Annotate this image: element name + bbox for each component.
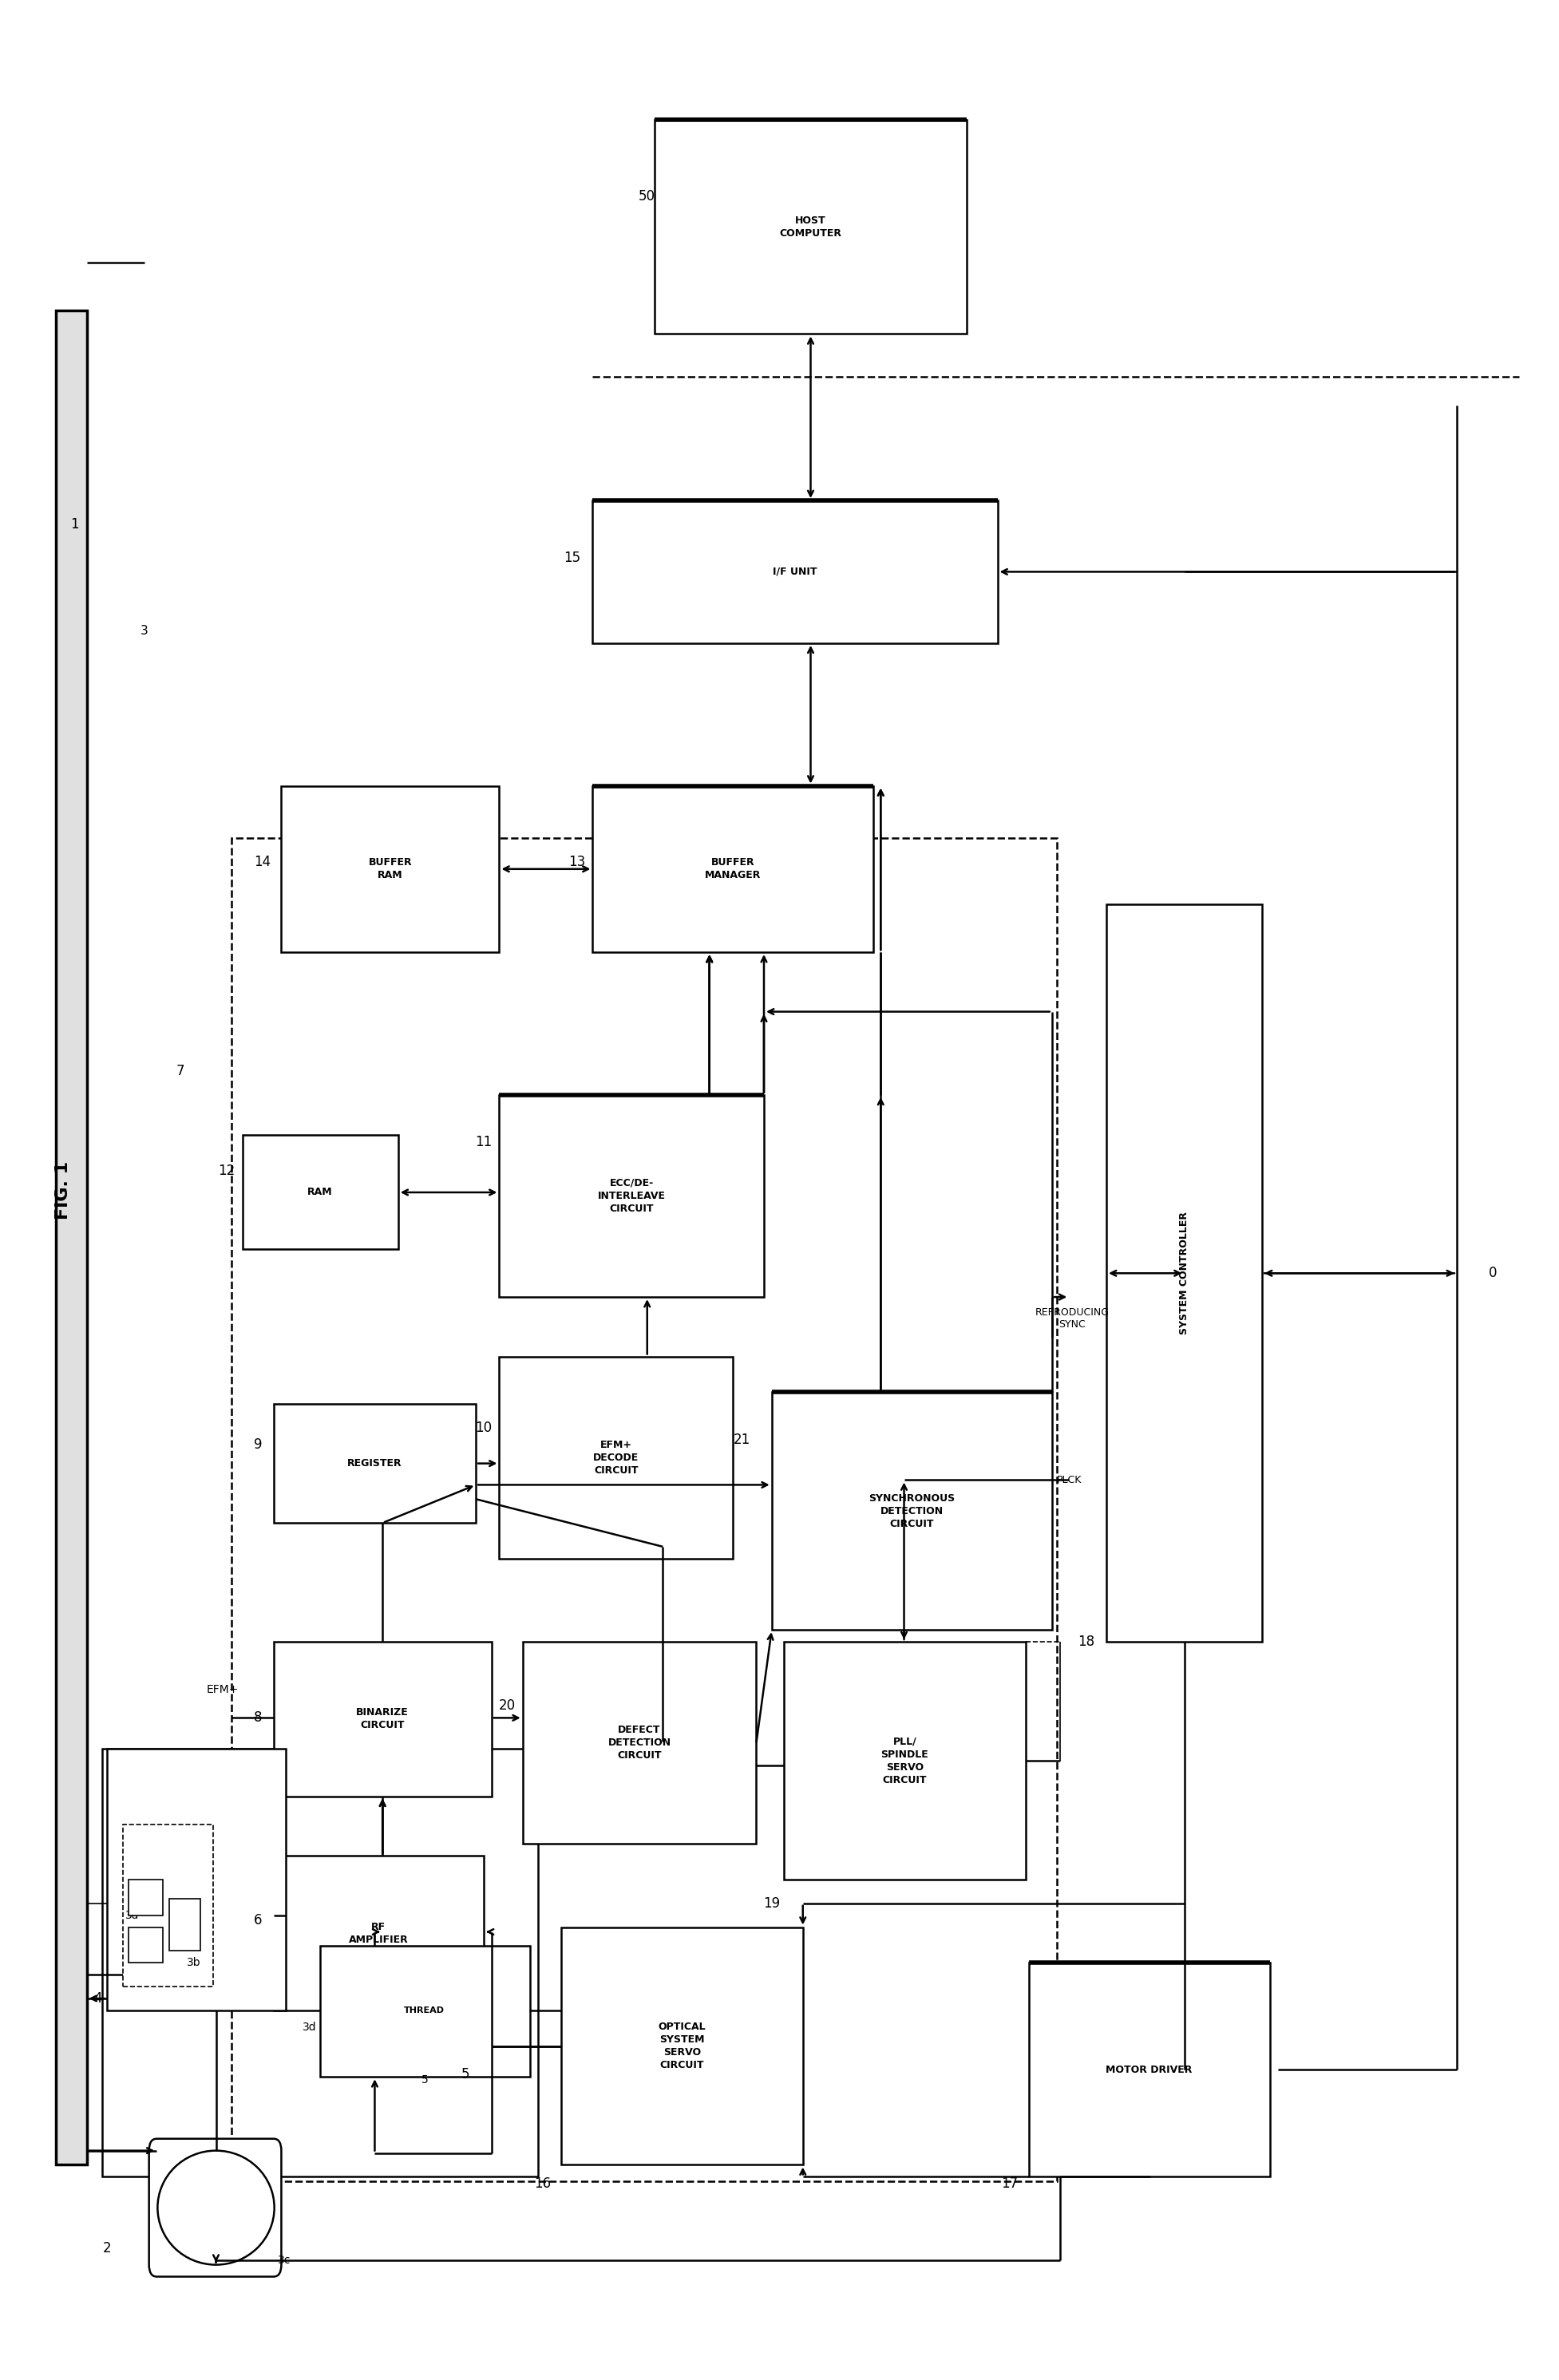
Text: 0: 0 [1489, 1266, 1497, 1280]
Ellipse shape [157, 2152, 274, 2266]
Bar [499, 1357, 733, 1559]
Text: RAM: RAM [307, 1188, 334, 1197]
Bar [103, 1749, 538, 2178]
Text: 5: 5 [421, 2075, 429, 2085]
Bar [320, 1947, 530, 2078]
Text: 13: 13 [569, 854, 586, 869]
Text: RF
AMPLIFIER: RF AMPLIFIER [349, 1921, 408, 1944]
Text: 3b: 3b [187, 1956, 201, 1968]
Text: 4: 4 [94, 1992, 101, 2006]
Bar [273, 1856, 483, 2011]
Bar [1029, 1964, 1271, 2178]
Text: I/F UNIT: I/F UNIT [773, 566, 817, 576]
Text: 50: 50 [639, 188, 655, 202]
Text: OPTICAL
SYSTEM
SERVO
CIRCUIT: OPTICAL SYSTEM SERVO CIRCUIT [658, 2021, 706, 2071]
Text: BUFFER
MANAGER: BUFFER MANAGER [705, 857, 761, 881]
Text: 3a: 3a [125, 1909, 139, 1921]
Text: REPRODUCING
SYNC: REPRODUCING SYNC [1035, 1307, 1110, 1330]
Text: EFM+
DECODE
CIRCUIT: EFM+ DECODE CIRCUIT [592, 1440, 639, 1476]
Bar [108, 1749, 285, 2011]
Text: REGISTER: REGISTER [348, 1459, 402, 1468]
Text: 14: 14 [254, 854, 271, 869]
Text: BUFFER
RAM: BUFFER RAM [368, 857, 412, 881]
Text: 3: 3 [140, 626, 148, 638]
Bar [273, 1642, 491, 1797]
Bar [129, 1880, 164, 1916]
Bar [123, 1825, 214, 1987]
Text: 2: 2 [103, 2242, 111, 2256]
Text: 11: 11 [475, 1135, 493, 1150]
Bar [1107, 904, 1263, 1642]
Text: SYSTEM CONTROLLER: SYSTEM CONTROLLER [1179, 1211, 1190, 1335]
Text: 7: 7 [176, 1064, 184, 1078]
Bar [232, 838, 1057, 2182]
Text: 19: 19 [764, 1897, 780, 1911]
Text: 10: 10 [475, 1421, 493, 1435]
Text: 18: 18 [1077, 1635, 1094, 1649]
Text: HOST
COMPUTER: HOST COMPUTER [780, 217, 842, 238]
Text: 9: 9 [254, 1438, 262, 1452]
Bar [561, 1928, 803, 2166]
Bar [592, 500, 998, 643]
Bar [129, 1928, 164, 1963]
Text: PLL/
SPINDLE
SERVO
CIRCUIT: PLL/ SPINDLE SERVO CIRCUIT [881, 1737, 929, 1785]
Text: 3c: 3c [278, 2254, 292, 2266]
Bar [242, 1135, 398, 1250]
Text: EFM+: EFM+ [206, 1683, 239, 1695]
Text: 3d: 3d [302, 2021, 316, 2033]
Text: 5: 5 [461, 2068, 469, 2082]
Text: 15: 15 [564, 550, 582, 564]
Text: BINARIZE
CIRCUIT: BINARIZE CIRCUIT [357, 1706, 408, 1730]
Text: 17: 17 [1001, 2178, 1018, 2192]
Text: THREAD: THREAD [404, 2006, 444, 2013]
Bar [170, 1899, 201, 1952]
FancyBboxPatch shape [150, 2140, 281, 2278]
Text: 16: 16 [535, 2178, 552, 2192]
Bar [281, 785, 499, 952]
Bar [499, 1095, 764, 1297]
Bar [273, 1404, 475, 1523]
Text: SYNCHRONOUS
DETECTION
CIRCUIT: SYNCHRONOUS DETECTION CIRCUIT [868, 1492, 956, 1528]
Bar [56, 309, 87, 2166]
Text: ECC/DE-
INTERLEAVE
CIRCUIT: ECC/DE- INTERLEAVE CIRCUIT [597, 1178, 666, 1214]
Text: FIG. 1: FIG. 1 [56, 1161, 72, 1219]
Text: MOTOR DRIVER: MOTOR DRIVER [1105, 2063, 1193, 2075]
Text: 6: 6 [254, 1914, 262, 1928]
Text: 12: 12 [218, 1164, 235, 1178]
Text: 20: 20 [499, 1699, 516, 1714]
Text: 1: 1 [70, 516, 78, 531]
Text: DEFECT
DETECTION
CIRCUIT: DEFECT DETECTION CIRCUIT [608, 1725, 670, 1761]
Text: 8: 8 [254, 1711, 262, 1725]
Bar [592, 785, 873, 952]
Bar [655, 119, 967, 333]
Bar [784, 1642, 1026, 1880]
Bar [522, 1642, 756, 1844]
Text: 21: 21 [734, 1433, 750, 1447]
Bar [772, 1392, 1052, 1630]
Text: PLCK: PLCK [1057, 1476, 1082, 1485]
